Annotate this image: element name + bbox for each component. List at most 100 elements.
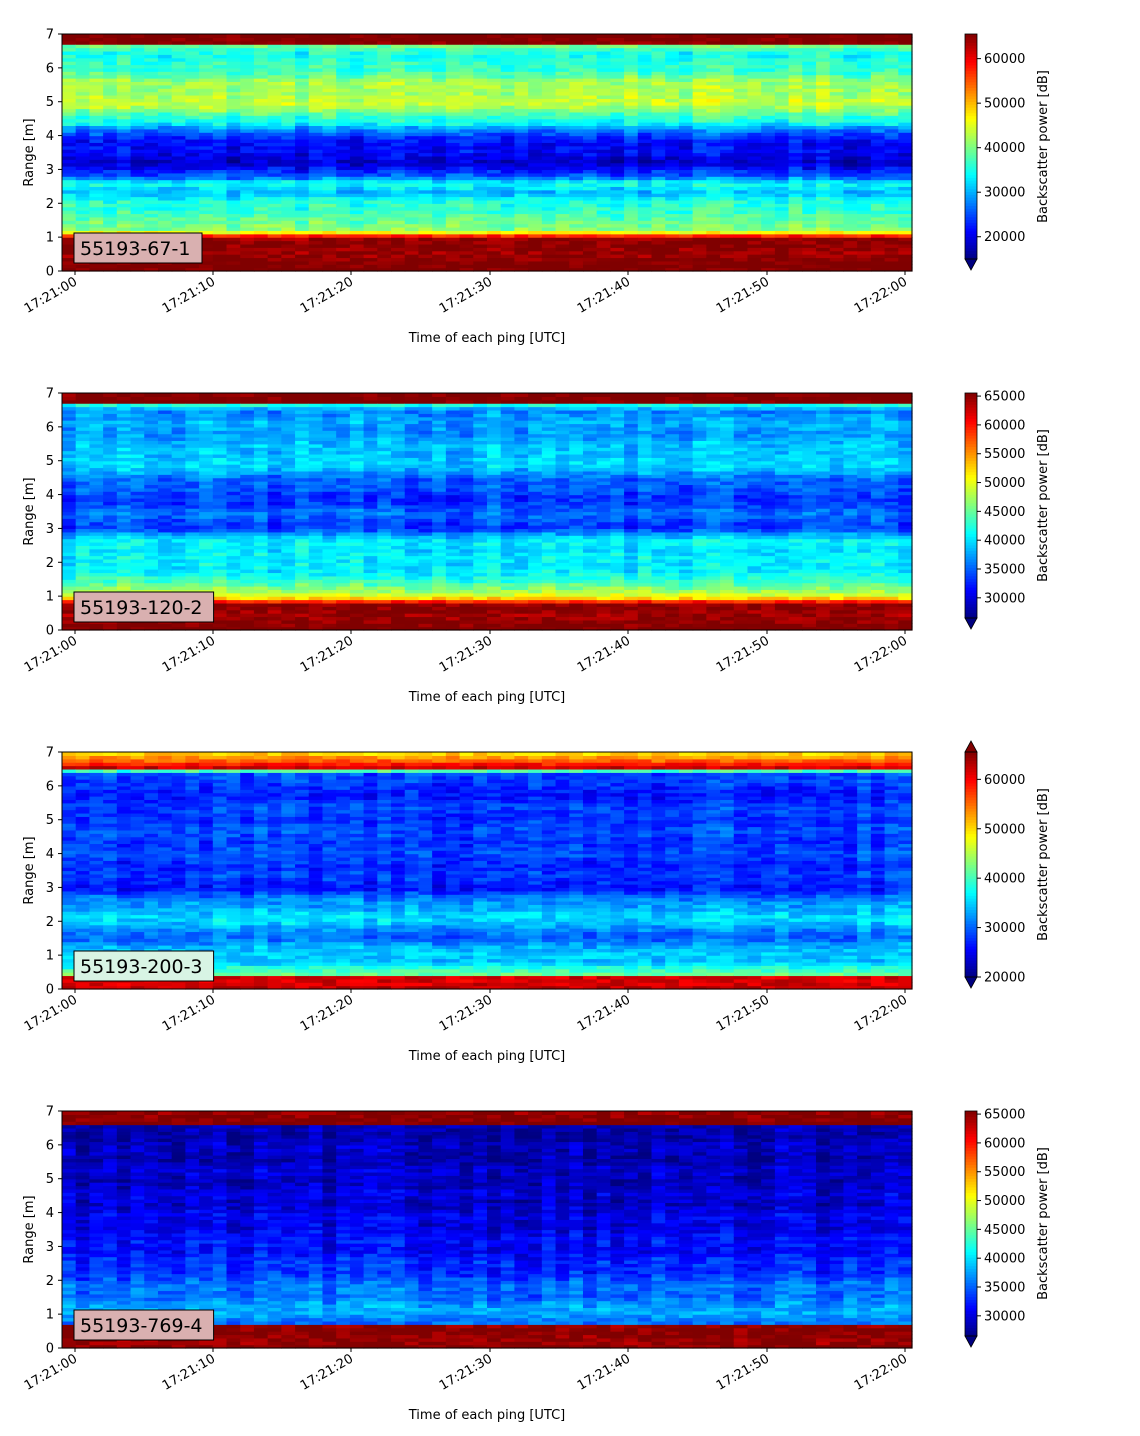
- heatmap-cell: [363, 78, 378, 82]
- heatmap-cell: [487, 74, 502, 79]
- heatmap-cell: [459, 61, 474, 66]
- heatmap-cell: [418, 128, 433, 133]
- heatmap-cell: [267, 250, 282, 255]
- heatmap-cell: [569, 206, 584, 211]
- heatmap-cell: [404, 54, 420, 59]
- heatmap-cell: [582, 132, 598, 137]
- heatmap-cell: [391, 179, 406, 184]
- heatmap-cell: [130, 230, 145, 235]
- heatmap-cell: [240, 132, 255, 137]
- heatmap-cell: [295, 250, 310, 255]
- heatmap-cell: [569, 111, 584, 116]
- heatmap-cell: [144, 210, 159, 215]
- heatmap-cell: [144, 220, 159, 225]
- heatmap-cell: [89, 125, 104, 130]
- heatmap-cell: [569, 57, 584, 62]
- heatmap-cell: [514, 216, 529, 221]
- heatmap-cell: [199, 67, 214, 72]
- heatmap-cell: [336, 254, 351, 259]
- heatmap-cell: [240, 81, 255, 86]
- heatmap-cell: [240, 84, 255, 89]
- heatmap-cell: [528, 169, 543, 174]
- heatmap-cell: [500, 138, 516, 143]
- heatmap-cell: [130, 193, 145, 198]
- heatmap-cell: [336, 233, 351, 238]
- heatmap-cell: [459, 196, 474, 201]
- heatmap-cell: [89, 44, 104, 49]
- heatmap-cell: [157, 47, 173, 52]
- colorbar-segment: [965, 140, 977, 145]
- heatmap-cell: [322, 220, 337, 225]
- heatmap-cell: [432, 50, 447, 55]
- heatmap-cell: [473, 240, 488, 245]
- heatmap-cell: [459, 40, 474, 45]
- heatmap-cell: [582, 71, 598, 76]
- heatmap-cell: [199, 172, 214, 177]
- heatmap-cell: [404, 220, 420, 225]
- heatmap-cell: [582, 213, 598, 218]
- heatmap-cell: [103, 57, 118, 62]
- heatmap-cell: [459, 199, 474, 204]
- heatmap-cell: [212, 223, 228, 228]
- heatmap-cell: [569, 149, 584, 154]
- heatmap-cell: [62, 54, 77, 59]
- heatmap-cell: [62, 169, 77, 174]
- heatmap-cell: [500, 196, 516, 201]
- heatmap-cell: [582, 152, 598, 157]
- heatmap-cell: [322, 37, 337, 42]
- heatmap-cell: [336, 193, 351, 198]
- heatmap-cell: [322, 67, 337, 72]
- colorbar-extend-min: [964, 258, 978, 271]
- heatmap-cell: [582, 54, 598, 59]
- heatmap-cell: [418, 142, 433, 147]
- heatmap-cell: [555, 226, 570, 231]
- heatmap-cell: [528, 260, 543, 265]
- heatmap-cell: [157, 128, 173, 133]
- heatmap-cell: [199, 122, 214, 127]
- heatmap-cell: [377, 138, 392, 143]
- heatmap-cell: [157, 196, 173, 201]
- heatmap-cell: [445, 88, 461, 93]
- heatmap-cell: [212, 34, 228, 38]
- heatmap-cell: [171, 57, 186, 62]
- heatmap-cell: [212, 233, 228, 238]
- heatmap-cell: [308, 67, 324, 72]
- heatmap-cell: [500, 210, 516, 215]
- heatmap-cell: [473, 206, 488, 211]
- heatmap-cell: [226, 247, 241, 252]
- heatmap-cell: [89, 220, 104, 225]
- heatmap-cell: [459, 71, 474, 76]
- heatmap-cell: [267, 216, 282, 221]
- heatmap-cell: [487, 206, 502, 211]
- heatmap-cell: [569, 128, 584, 133]
- heatmap-cell: [569, 84, 584, 89]
- heatmap-cell: [103, 74, 118, 79]
- heatmap-cell: [226, 105, 241, 110]
- heatmap-cell: [541, 193, 557, 198]
- heatmap-cell: [185, 155, 200, 160]
- heatmap-cell: [377, 132, 392, 137]
- heatmap-cell: [391, 260, 406, 265]
- heatmap-cell: [377, 176, 392, 181]
- heatmap-cell: [157, 61, 173, 66]
- heatmap-cell: [62, 223, 77, 228]
- heatmap-cell: [89, 71, 104, 76]
- heatmap-cell: [445, 159, 461, 164]
- heatmap-cell: [473, 44, 488, 49]
- heatmap-cell: [89, 230, 104, 235]
- heatmap-cell: [308, 182, 324, 187]
- heatmap-cell: [349, 54, 365, 59]
- heatmap-cell: [75, 142, 91, 147]
- heatmap-cell: [377, 71, 392, 76]
- heatmap-cell: [116, 37, 132, 42]
- heatmap-cell: [555, 64, 570, 69]
- heatmap-cell: [103, 44, 118, 49]
- heatmap-cell: [377, 264, 392, 269]
- heatmap-cell: [445, 111, 461, 116]
- heatmap-cell: [281, 186, 296, 191]
- heatmap-cell: [582, 91, 598, 96]
- heatmap-cell: [157, 91, 173, 96]
- heatmap-cell: [267, 94, 282, 99]
- heatmap-cell: [267, 34, 282, 38]
- heatmap-cell: [349, 105, 365, 110]
